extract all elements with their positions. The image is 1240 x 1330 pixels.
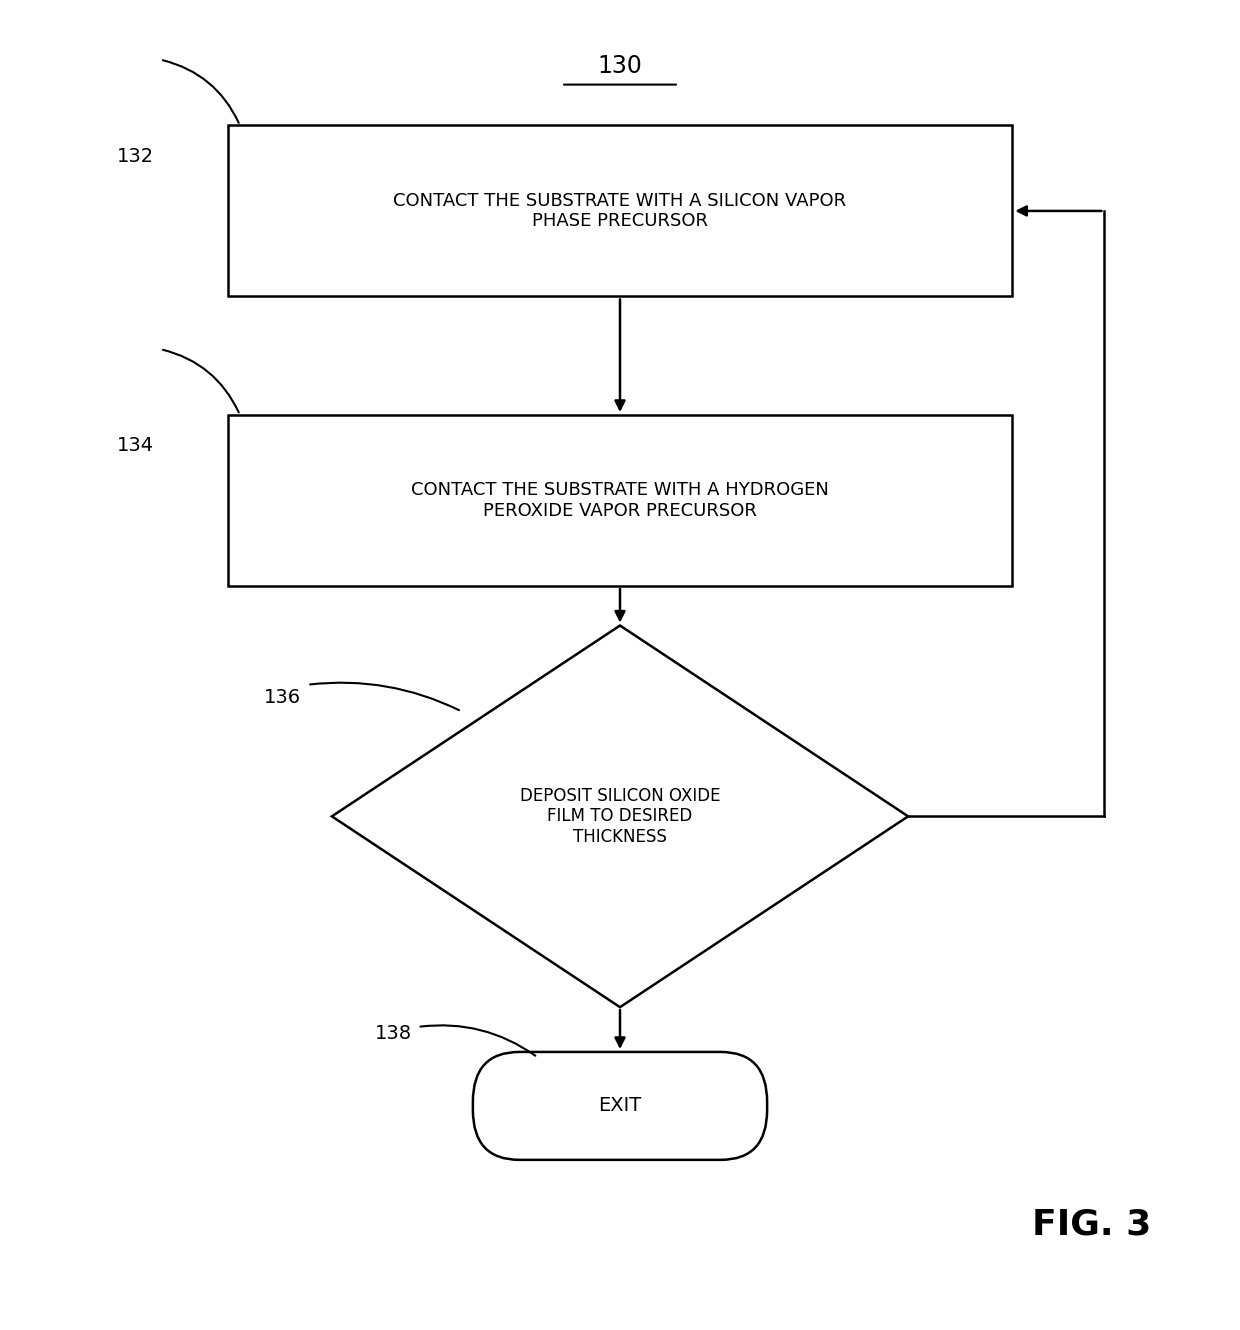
Text: FIG. 3: FIG. 3: [1033, 1208, 1152, 1241]
FancyBboxPatch shape: [228, 415, 1012, 587]
Text: CONTACT THE SUBSTRATE WITH A HYDROGEN
PEROXIDE VAPOR PRECURSOR: CONTACT THE SUBSTRATE WITH A HYDROGEN PE…: [412, 481, 828, 520]
Text: EXIT: EXIT: [599, 1096, 641, 1116]
Text: 138: 138: [374, 1024, 412, 1043]
Text: 130: 130: [598, 55, 642, 78]
Text: 134: 134: [117, 436, 154, 455]
FancyBboxPatch shape: [472, 1052, 768, 1160]
Text: 136: 136: [264, 689, 301, 708]
Text: 132: 132: [117, 146, 154, 166]
Polygon shape: [332, 625, 908, 1007]
Text: DEPOSIT SILICON OXIDE
FILM TO DESIRED
THICKNESS: DEPOSIT SILICON OXIDE FILM TO DESIRED TH…: [520, 786, 720, 846]
FancyBboxPatch shape: [228, 125, 1012, 297]
Text: CONTACT THE SUBSTRATE WITH A SILICON VAPOR
PHASE PRECURSOR: CONTACT THE SUBSTRATE WITH A SILICON VAP…: [393, 192, 847, 230]
